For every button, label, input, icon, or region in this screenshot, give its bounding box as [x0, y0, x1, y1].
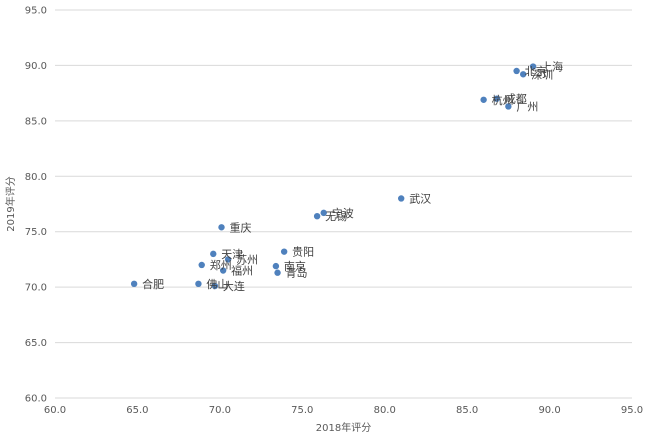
data-label: 上海 — [541, 60, 563, 74]
data-label: 福州 — [231, 264, 253, 278]
y-tick-label: 80.0 — [25, 172, 47, 183]
data-label: 合肥 — [142, 277, 164, 291]
data-point — [480, 96, 487, 103]
data-point — [219, 267, 227, 274]
data-point — [210, 250, 217, 258]
data-point — [320, 209, 327, 217]
data-label: 深圳 — [531, 68, 553, 81]
data-point — [505, 103, 512, 110]
data-label: 北京 — [525, 64, 547, 78]
data-label: 南京 — [284, 259, 306, 273]
x-tick-label: 60.0 — [44, 405, 66, 416]
data-label: 郑州 — [210, 258, 232, 272]
data-points — [130, 63, 537, 290]
data-label: 佛山 — [206, 278, 228, 291]
x-axis-ticks: 60.0 65.0 70.0 75.0 80.0 85.0 90.0 95.0 — [44, 405, 643, 416]
data-label: 宁波 — [332, 206, 354, 220]
data-label: 青岛 — [286, 266, 308, 280]
data-label: 天津 — [221, 248, 243, 261]
x-tick-label: 80.0 — [374, 405, 396, 416]
x-tick-label: 95.0 — [621, 405, 643, 416]
data-point — [195, 280, 202, 288]
data-point — [274, 269, 281, 276]
data-label: 贵阳 — [292, 246, 314, 259]
y-axis-ticks: 60.0 65.0 70.0 75.0 80.0 85.0 90.0 95.0 — [25, 6, 47, 405]
data-point — [513, 67, 520, 75]
data-point — [529, 63, 537, 70]
x-tick-label: 75.0 — [291, 405, 313, 416]
horizontal-gridlines — [55, 9, 632, 399]
data-label: 苏州 — [236, 253, 258, 266]
y-tick-label: 85.0 — [25, 116, 47, 127]
y-tick-label: 65.0 — [25, 338, 47, 349]
data-point — [211, 282, 219, 290]
data-label: 武汉 — [409, 192, 431, 205]
x-axis-title: 2018年评分 — [316, 421, 371, 433]
y-tick-label: 70.0 — [25, 283, 47, 294]
data-point — [224, 256, 232, 263]
x-tick-label: 85.0 — [456, 405, 478, 416]
data-label: 重庆 — [230, 220, 252, 234]
data-point — [130, 280, 138, 288]
y-tick-label: 75.0 — [25, 227, 47, 238]
data-label: 大连 — [223, 279, 245, 293]
data-point — [398, 195, 405, 202]
data-point — [280, 248, 288, 255]
y-axis-title: 2019年评分 — [4, 176, 17, 231]
y-tick-label: 60.0 — [25, 394, 47, 405]
x-tick-label: 70.0 — [209, 405, 231, 416]
data-point — [218, 224, 225, 231]
data-point — [313, 212, 321, 220]
data-point — [198, 261, 205, 269]
y-tick-label: 95.0 — [25, 6, 47, 17]
data-label: 杭州 — [492, 93, 514, 107]
data-label: 广州 — [516, 100, 538, 113]
x-tick-label: 90.0 — [538, 405, 560, 416]
y-tick-label: 90.0 — [25, 61, 47, 72]
data-label: 无锡 — [325, 209, 347, 223]
data-point — [272, 262, 280, 270]
x-tick-label: 65.0 — [126, 405, 148, 416]
data-point — [519, 71, 527, 78]
data-point — [493, 95, 501, 102]
data-label: 成都 — [505, 93, 527, 106]
